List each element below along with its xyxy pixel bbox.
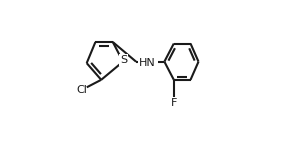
Text: F: F	[171, 98, 177, 108]
Text: S: S	[120, 55, 127, 65]
Text: Cl: Cl	[76, 85, 87, 95]
Text: HN: HN	[139, 58, 156, 68]
